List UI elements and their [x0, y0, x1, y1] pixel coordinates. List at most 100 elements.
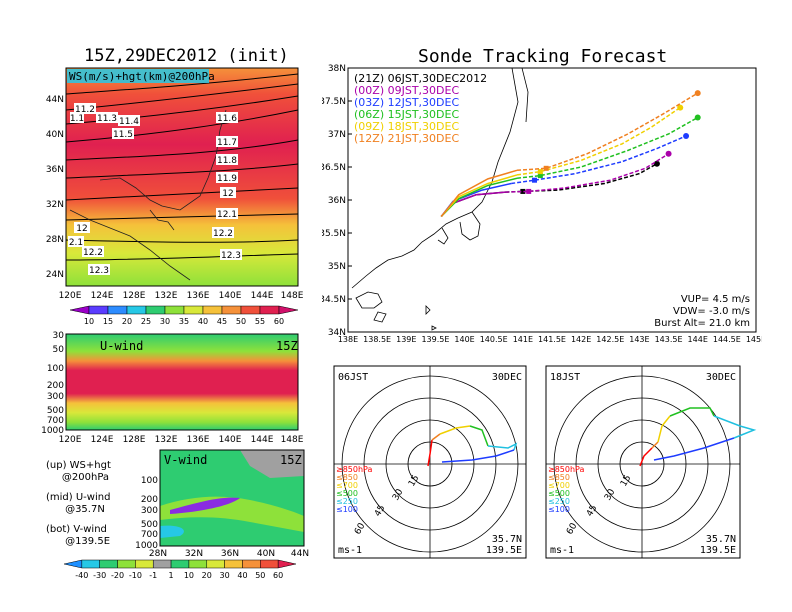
svg-text:11.4: 11.4 — [119, 117, 139, 127]
note-up: (up) WS+hgt @200hPa — [46, 460, 111, 483]
ring-label: 15 — [619, 474, 633, 489]
x-tick: 128E — [123, 291, 146, 301]
landing-point — [694, 114, 701, 121]
vwind-panel: V-wind 15Z 100 200 300 500 700 1000 28N … — [135, 449, 309, 558]
colorbar-swatch — [259, 305, 280, 315]
legend-entry: (12Z) 21JST,30DEC — [354, 132, 459, 145]
contour-label: 1.1 — [70, 112, 84, 124]
trajectory-descent — [516, 116, 699, 179]
colorbar-swatch — [183, 305, 204, 315]
contour-label: 11.7 — [216, 136, 238, 148]
x-tick: 36N — [221, 549, 239, 558]
y-tick: 40N — [46, 130, 64, 140]
y-tick: 50 — [53, 345, 65, 355]
svg-text:11.5: 11.5 — [113, 130, 133, 140]
trajectory-ascent — [440, 169, 518, 217]
svg-text:1.1: 1.1 — [70, 114, 84, 124]
hodo-date: 30DEC — [706, 372, 736, 383]
contour-label: 11.2 — [74, 103, 96, 115]
hodo-unit: ms-1 — [338, 545, 362, 556]
level-legend: ≤250 — [548, 497, 570, 506]
contour-label: 12.2 — [212, 227, 234, 239]
colorbar-swatch — [170, 559, 190, 569]
x-tick: 145E — [746, 335, 762, 344]
colorbar-label: -40 — [75, 571, 88, 580]
annotation-vdw: VDW= -3.0 m/s — [673, 306, 750, 317]
x-tick: 132E — [155, 435, 178, 445]
uwind-label: U-wind — [100, 339, 143, 353]
x-tick: 144E — [251, 291, 274, 301]
x-tick: 143E — [629, 335, 649, 344]
coastline — [351, 67, 529, 331]
contour-label: 11.9 — [216, 172, 238, 184]
x-tick: 40N — [257, 549, 275, 558]
x-tick: 128E — [123, 435, 146, 445]
colorbar-label: 10 — [184, 571, 194, 580]
level-legend: ≤850 — [336, 473, 358, 482]
landing-point — [694, 90, 701, 97]
svg-text:12.3: 12.3 — [89, 266, 109, 276]
landing-point — [677, 104, 684, 111]
colorbar-label: 30 — [160, 317, 170, 326]
y-tick: 24N — [46, 270, 64, 280]
x-tick: 120E — [59, 291, 82, 301]
colorbar-label: 30 — [220, 571, 230, 580]
x-tick: 136E — [187, 435, 210, 445]
svg-text:11.6: 11.6 — [217, 114, 237, 124]
level-legend: ≤850 — [548, 473, 570, 482]
y-tick: 37.5N — [322, 97, 346, 107]
hodo-unit: ms-1 — [550, 545, 574, 556]
ring-label: 45 — [585, 504, 599, 519]
x-tick: 148E — [281, 435, 304, 445]
colorbar-label: 50 — [255, 571, 265, 580]
colorbar-swatch — [260, 559, 279, 569]
x-tick: 144E — [251, 435, 274, 445]
svg-text:12: 12 — [222, 189, 233, 199]
burst-point — [526, 188, 532, 194]
burst-point — [537, 169, 543, 175]
svg-text:11.9: 11.9 — [217, 174, 237, 184]
legend-entry: (06Z) 15JST,30DEC — [354, 108, 459, 121]
svg-text:12.3: 12.3 — [221, 251, 241, 261]
note-mid: (mid) U-wind @35.7N — [46, 492, 111, 515]
y-tick: 36N — [328, 196, 346, 206]
y-tick: 34.5N — [322, 295, 346, 305]
contour-label: 12 — [74, 222, 90, 234]
y-tick: 38N — [328, 64, 346, 74]
y-tick: 30 — [53, 331, 65, 341]
x-tick: 139.5E — [421, 335, 449, 344]
contour-label: 2.1 — [68, 236, 84, 248]
burst-point — [532, 177, 538, 183]
colorbar-label: 55 — [255, 317, 265, 326]
colorbar-label: 20 — [122, 317, 132, 326]
svg-text:11.3: 11.3 — [97, 114, 117, 124]
svg-text:12.2: 12.2 — [213, 229, 233, 239]
colorbar-swatch — [202, 305, 223, 315]
level-legend: ≤100 — [548, 505, 570, 514]
y-tick: 1000 — [135, 541, 158, 551]
x-tick: 140.5E — [480, 335, 508, 344]
y-tick: 300 — [47, 392, 64, 402]
colorbar-swatch — [63, 559, 83, 569]
ring-label: 15 — [407, 474, 421, 489]
hodo-time: 18JST — [550, 372, 580, 383]
uwind-panel: U-wind 15Z 30 50 100 200 300 500 700 100… — [41, 331, 304, 445]
level-legend: ≥850hPa — [548, 465, 585, 474]
note-bot: (bot) V-wind @139.5E — [46, 524, 111, 547]
colorbar-label: 50 — [236, 317, 246, 326]
colorbar-label: 60 — [274, 317, 284, 326]
level-legend: ≤500 — [548, 489, 570, 498]
hodo-lon: 139.5E — [700, 545, 736, 556]
colorbar-label: 1 — [169, 571, 174, 580]
colorbar-label: 45 — [217, 317, 227, 326]
trajectory-descent — [516, 92, 699, 172]
trajectory-descent — [505, 153, 669, 193]
annotation-vup: VUP= 4.5 m/s — [681, 294, 750, 305]
colorbar-label: -30 — [93, 571, 106, 580]
colorbar-swatch — [99, 559, 118, 569]
y-tick: 100 — [47, 364, 64, 374]
colorbar-label: 35 — [179, 317, 189, 326]
svg-text:11.7: 11.7 — [217, 138, 237, 148]
colorbar-label: 25 — [141, 317, 151, 326]
colorbar-swatch — [152, 559, 172, 569]
